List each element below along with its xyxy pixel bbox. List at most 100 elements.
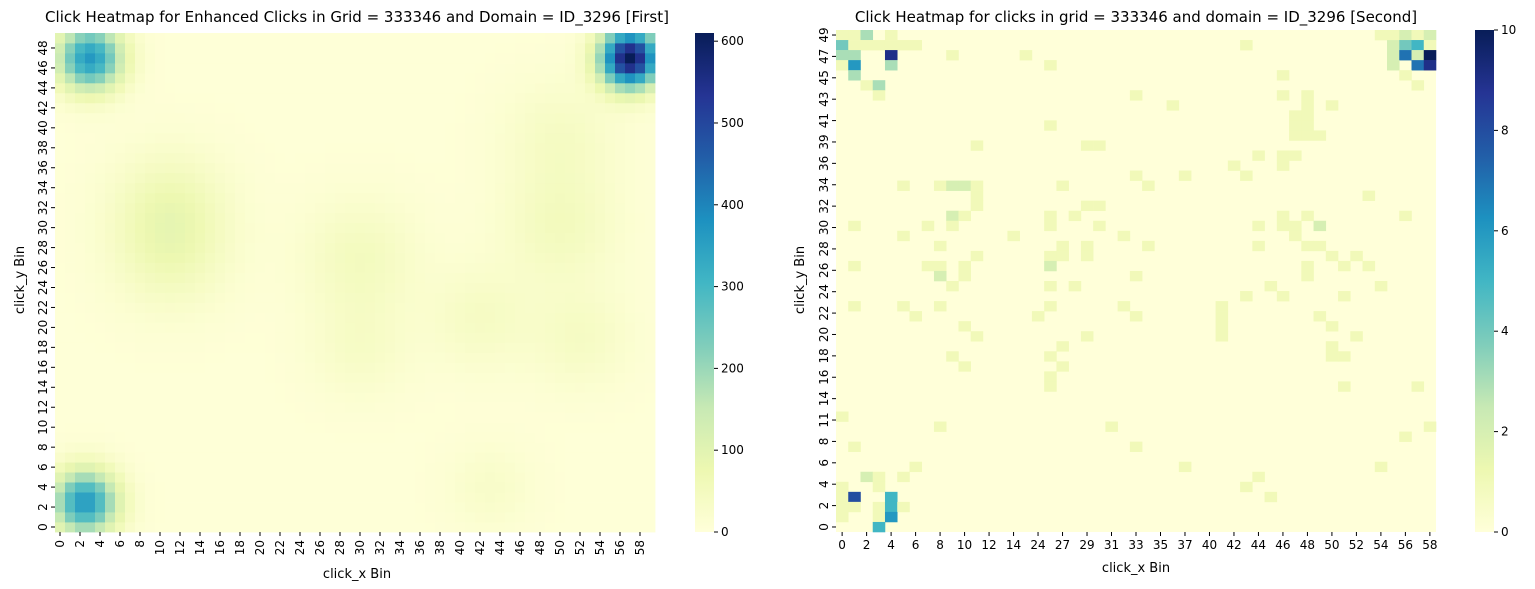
heatmap-cell	[525, 482, 536, 493]
heatmap-cell	[415, 162, 426, 174]
heatmap-cell	[585, 33, 596, 44]
heatmap-cell	[605, 372, 616, 383]
heatmap-cell	[155, 142, 166, 154]
heatmap-cell	[645, 502, 656, 513]
heatmap-cell	[575, 302, 586, 313]
heatmap-cell	[125, 442, 136, 453]
y-tick-label: 42	[36, 100, 50, 115]
heatmap-cell	[425, 162, 436, 174]
heatmap-cell	[375, 382, 386, 393]
heatmap-cell	[265, 332, 276, 343]
heatmap-cell	[205, 33, 216, 44]
heatmap-cell	[395, 222, 406, 233]
heatmap-cell	[85, 33, 96, 44]
heatmap-cell	[295, 292, 306, 303]
heatmap-cell	[615, 342, 626, 353]
y-tick-label: 8	[36, 443, 50, 451]
heatmap-cell	[185, 232, 196, 243]
heatmap-cell	[265, 502, 276, 513]
heatmap-cell	[305, 182, 316, 194]
heatmap-cell	[465, 172, 476, 184]
heatmap-cell	[495, 332, 506, 343]
heatmap-cell	[645, 52, 656, 64]
heatmap-cell	[235, 382, 246, 393]
heatmap-cell	[435, 162, 446, 174]
heatmap-cell	[535, 152, 546, 164]
heatmap-cell	[375, 292, 386, 303]
heatmap-cell	[375, 412, 386, 423]
heatmap-cell	[615, 192, 626, 204]
heatmap-cell	[95, 62, 106, 74]
heatmap-cell	[565, 222, 576, 233]
heatmap-cell	[635, 92, 646, 104]
heatmap-cell	[645, 192, 656, 204]
heatmap-cell	[305, 522, 316, 533]
heatmap-cell	[355, 422, 366, 433]
heatmap-cell	[395, 262, 406, 273]
heatmap-cell	[315, 192, 326, 204]
heatmap-cell	[65, 172, 76, 184]
heatmap-cell	[145, 502, 156, 513]
heatmap-cell	[215, 512, 226, 523]
heatmap-cell	[275, 62, 286, 74]
heatmap-cell	[465, 52, 476, 64]
heatmap-cell	[425, 102, 436, 114]
heatmap-cell	[275, 92, 286, 104]
heatmap-cell	[525, 132, 536, 144]
heatmap-cell	[555, 512, 566, 523]
heatmap-cell	[265, 482, 276, 493]
heatmap-cell	[125, 272, 136, 283]
y-tick-label: 44	[36, 80, 50, 95]
heatmap-cell	[355, 302, 366, 313]
heatmap-cell	[465, 462, 476, 473]
colorbar-tick-label: 0	[721, 525, 729, 539]
heatmap-cell	[848, 260, 861, 272]
heatmap-cell	[365, 442, 376, 453]
heatmap-cell	[255, 102, 266, 114]
heatmap-cell	[375, 462, 386, 473]
heatmap-cell	[255, 212, 266, 224]
heatmap-cell	[225, 172, 236, 184]
heatmap-cell	[435, 312, 446, 323]
heatmap-cell	[335, 472, 346, 483]
heatmap-cell	[375, 402, 386, 413]
heatmap-cell	[85, 42, 96, 54]
heatmap-cell	[315, 352, 326, 363]
heatmap-cell	[445, 372, 456, 383]
heatmap-cell	[645, 512, 656, 523]
heatmap-cell	[465, 502, 476, 513]
heatmap-cell	[135, 212, 146, 224]
heatmap-cell	[565, 122, 576, 134]
heatmap-cell	[635, 452, 646, 463]
heatmap-cell	[645, 342, 656, 353]
heatmap-cell	[55, 82, 66, 94]
heatmap-cell	[625, 232, 636, 243]
heatmap-cell	[525, 82, 536, 94]
heatmap-cell	[505, 192, 516, 204]
heatmap-cell	[435, 262, 446, 273]
heatmap-cell	[305, 202, 316, 214]
heatmap-cell	[565, 402, 576, 413]
y-tick-label: 10	[36, 420, 50, 435]
heatmap-cell	[495, 82, 506, 94]
heatmap-cell	[635, 292, 646, 303]
heatmap-cell	[625, 112, 636, 124]
heatmap-cell	[85, 312, 96, 323]
heatmap-cell	[395, 52, 406, 64]
heatmap-cell	[125, 502, 136, 513]
heatmap-cell	[115, 152, 126, 164]
heatmap-cell	[185, 292, 196, 303]
heatmap-cell	[195, 52, 206, 64]
heatmap-cell	[615, 522, 626, 533]
heatmap-cell	[455, 192, 466, 204]
heatmap-cell	[175, 362, 186, 373]
y-tick-label: 28	[36, 240, 50, 255]
heatmap-cell	[225, 472, 236, 483]
heatmap-cell	[415, 502, 426, 513]
heatmap-cell	[515, 452, 526, 463]
heatmap-cell	[315, 222, 326, 233]
heatmap-cell	[105, 492, 116, 503]
heatmap-cell	[505, 222, 516, 233]
heatmap-cell	[195, 262, 206, 273]
heatmap-cell	[155, 182, 166, 194]
